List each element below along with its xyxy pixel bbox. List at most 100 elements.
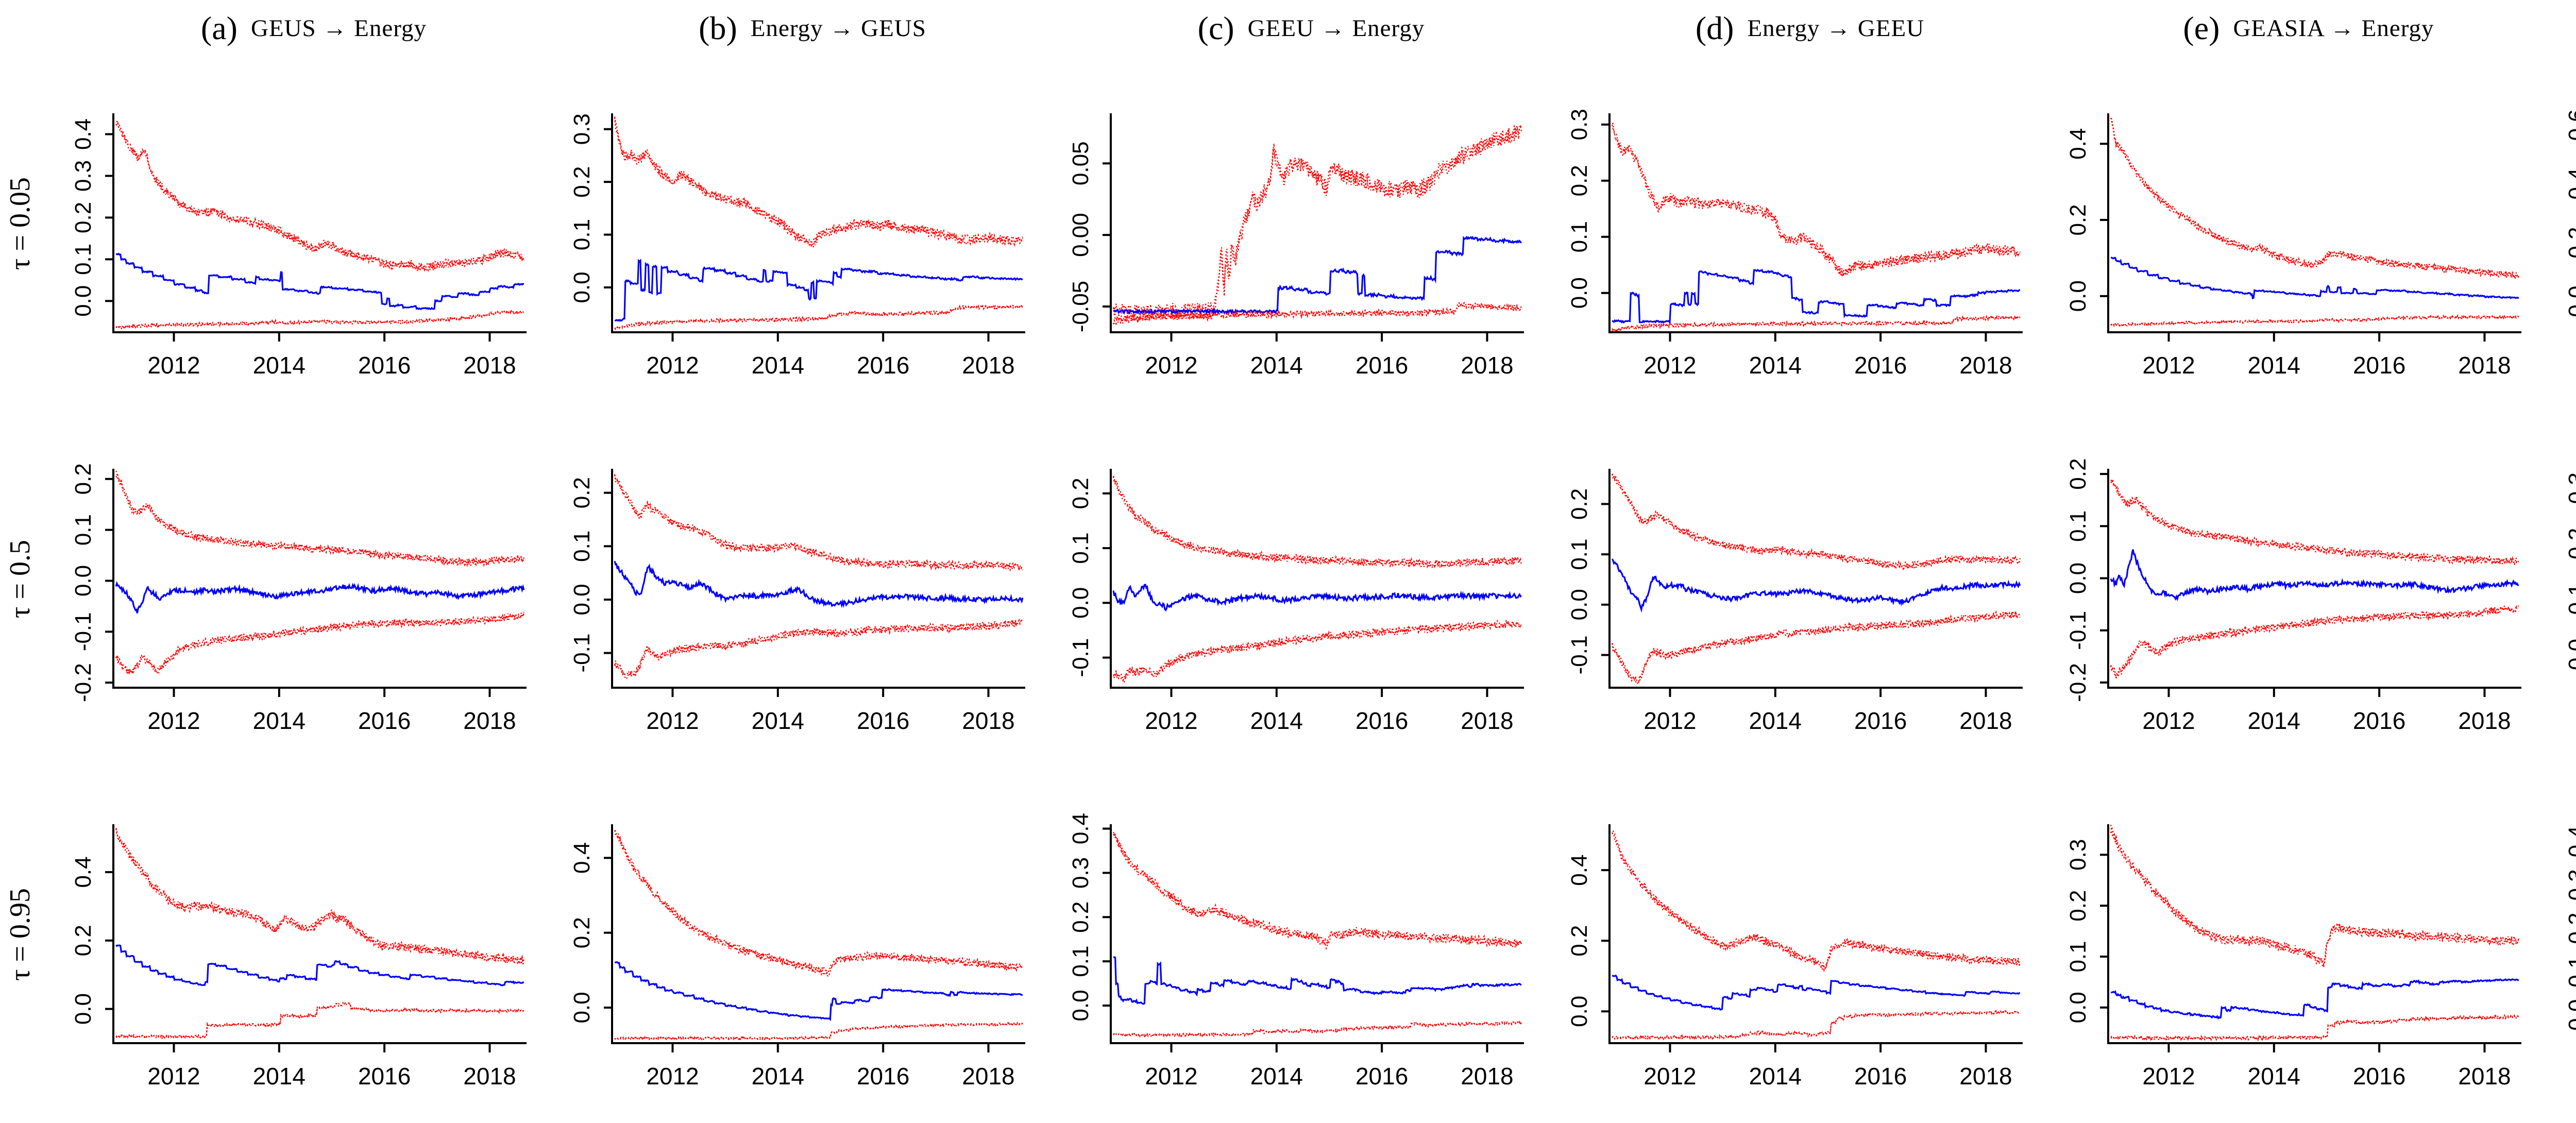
c-tau05-upper-band-pass0: [1112, 477, 1522, 570]
y-axis-tick-label: 0.2: [569, 917, 595, 948]
y-axis-tick-label: 0.0: [1567, 589, 1592, 620]
x-axis-tick-label: 2016: [2353, 707, 2405, 734]
e-tau095-estimate: [2110, 978, 2519, 1020]
axis-lines: [1608, 824, 2023, 1044]
b-tau005-upper-band-pass0: [614, 117, 1024, 248]
column-index-a: (a): [200, 10, 238, 46]
x-axis-tick-label: 2014: [253, 707, 306, 734]
a-tau005-lower-band-pass1: [115, 309, 524, 330]
plot-canvas-e-tau05: -0.2 -0.1 0.0 0.1 0.2 2012 2014 2016 2018: [2065, 458, 2521, 734]
x-axis-tick-label: 2012: [2142, 1063, 2195, 1090]
c-tau095-upper-band-pass0: [1112, 833, 1522, 950]
x-axis-tick-label: 2016: [857, 352, 909, 379]
x-axis-tick-label: 2018: [1461, 707, 1513, 734]
x-axis-tick-label: 2016: [1355, 352, 1408, 379]
y-axis-tick-label: 0.0: [2065, 563, 2091, 594]
y-axis-tick-label: -0.1: [1068, 638, 1093, 677]
plot-d-tau-05: -0.1 0.0 0.1 0.2 2012 2014 2016 2018: [1532, 412, 2031, 768]
plot-canvas-a-tau005: 0.0 0.1 0.2 0.3 0.4 2012 2014 2016 2018: [71, 113, 527, 379]
d-tau05-estimate: [1611, 558, 2021, 613]
x-axis-tick-label: 2018: [2458, 1063, 2511, 1090]
y-axis-tick-label: 0.4: [1068, 813, 1093, 844]
d-tau095-upper-band-pass0: [1611, 829, 2021, 970]
x-axis-tick-label: 2012: [646, 707, 699, 734]
x-axis-tick-label: 2018: [962, 352, 1014, 379]
x-axis-tick-label: 2016: [358, 1063, 411, 1090]
x-axis-tick-label: 2018: [1461, 352, 1513, 379]
plot-c-tau-095: 0.0 0.1 0.2 0.3 0.4 2012 2014 2016 2018: [1033, 768, 1532, 1123]
y-axis-tick-label: 0.00: [1068, 213, 1093, 257]
y-axis-tick-label: 0.0: [71, 993, 96, 1025]
y-axis-tick-label: 0.4: [2564, 826, 2576, 857]
y-axis-tick-label: 0.3: [2065, 839, 2091, 871]
axis-lines: [112, 469, 527, 689]
y-axis-tick-label: -0.1: [1567, 636, 1592, 675]
row-label-tau-095: τ = 0.95: [0, 768, 36, 1123]
y-axis-tick-label: 0.1: [569, 531, 595, 562]
column-label-e: GEASIA → Energy: [2233, 14, 2434, 42]
c-tau05-estimate: [1112, 584, 1522, 612]
y-axis-tick-label: 0.0: [1567, 277, 1592, 309]
y-axis-tick-label: 0.2: [71, 463, 96, 495]
axis-lines: [2107, 113, 2521, 333]
y-axis-tick-label: 0.2: [1567, 925, 1592, 957]
y-axis-tick-label: 0.0: [1068, 990, 1093, 1021]
x-axis-tick-label: 2016: [358, 352, 411, 379]
x-axis-tick-label: 2016: [1355, 707, 1408, 734]
y-axis-tick-label: -0.2: [2065, 663, 2091, 702]
y-axis-tick-label: 0.3: [569, 113, 595, 145]
c-tau05-upper-band-pass1: [1112, 475, 1522, 569]
d-tau095-lower-band-pass0: [1612, 1010, 2021, 1041]
a-tau095-lower-band-pass1: [115, 1002, 524, 1040]
y-axis-tick-label: 0.05: [1068, 141, 1093, 185]
e-tau005-lower-band-pass1: [2110, 314, 2519, 327]
x-axis-tick-label: 2018: [463, 707, 516, 734]
b-tau095-lower-band-pass0: [614, 1022, 1023, 1041]
x-axis-tick-label: 2012: [1145, 352, 1197, 379]
plot-canvas-e-tau005: 0.0 0.2 0.4 2012 2014 2016 2018: [2065, 113, 2521, 379]
a-tau005-lower-band-pass0: [115, 309, 524, 330]
b-tau095-estimate: [614, 961, 1023, 1022]
c-tau095-lower-band-pass0: [1113, 1020, 1522, 1038]
b-tau005-estimate: [614, 258, 1023, 322]
e-tau005-upper-band-pass1: [2110, 117, 2520, 280]
y-axis-tick-label: 0.3: [1068, 857, 1093, 889]
x-axis-tick-label: 2012: [646, 1063, 699, 1090]
row-label-text: τ = 0.05: [4, 177, 36, 270]
d-tau05-upper-band-pass1: [1611, 474, 2021, 571]
x-axis-tick-label: 2016: [2353, 352, 2405, 379]
x-axis-tick-label: 2016: [1355, 1063, 1408, 1090]
e-tau095-lower-band-pass0: [2110, 1014, 2519, 1042]
x-axis-tick-label: 2012: [2142, 707, 2195, 734]
axis-lines: [611, 469, 1025, 689]
axis-lines: [2107, 469, 2521, 689]
plot-canvas-b-tau095: 0.0 0.2 0.4 2012 2014 2016 2018: [569, 824, 1025, 1090]
e-tau05-estimate: [2110, 549, 2519, 602]
axis-lines: [1608, 113, 2023, 333]
e-tau095-upper-band-pass1: [2110, 824, 2520, 970]
b-tau095-upper-band-pass0: [614, 830, 1023, 975]
y-axis-tick-label: 0.2: [1068, 478, 1093, 509]
y-axis-tick-label: 0.3: [2564, 472, 2576, 504]
e-tau05-upper-band-pass1: [2110, 478, 2519, 567]
y-axis-tick-label: 0.2: [2564, 227, 2576, 258]
y-axis-tick-label: 0.2: [569, 477, 595, 508]
row-label-text: τ = 0.95: [4, 888, 36, 981]
x-axis-tick-label: 2018: [1959, 707, 2012, 734]
y-axis-tick-label: 0.4: [1567, 855, 1592, 886]
axis-lines: [112, 113, 527, 333]
a-tau095-estimate: [115, 944, 524, 986]
x-axis-tick-label: 2018: [962, 1063, 1014, 1090]
y-axis-tick-label: 0.0: [569, 584, 595, 615]
x-axis-tick-label: 2018: [2458, 707, 2511, 734]
x-axis-tick-label: 2018: [962, 707, 1014, 734]
corner-spacer: [0, 0, 36, 57]
b-tau095-lower-band-pass1: [614, 1022, 1023, 1041]
d-tau005-lower-band-pass0: [1611, 314, 2021, 332]
x-axis-tick-label: 2014: [1250, 352, 1303, 379]
plot-b-tau-005: 0.0 0.1 0.2 0.3 2012 2014 2016 2018: [535, 57, 1033, 412]
d-tau005-lower-band-pass1: [1611, 314, 2021, 332]
